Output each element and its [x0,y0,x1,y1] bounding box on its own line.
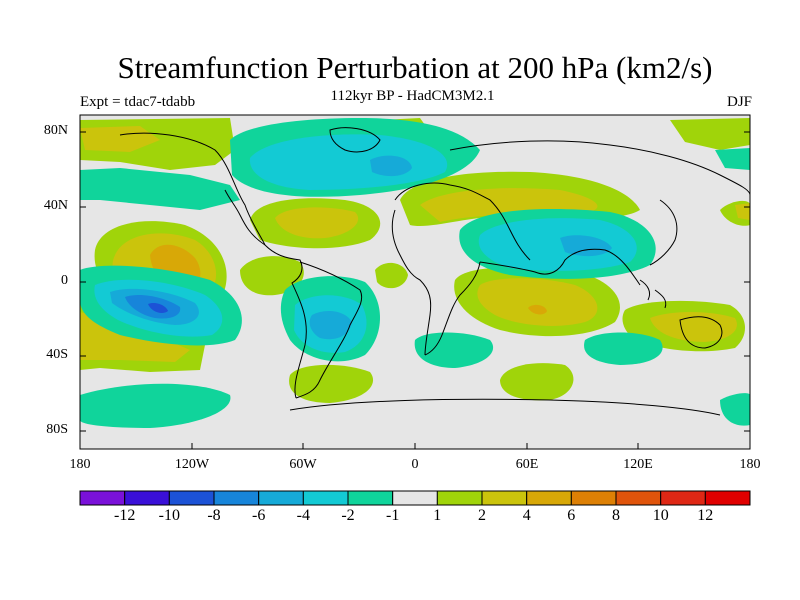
contour-neg-south-atlantic [414,332,494,368]
lat-ticks [80,131,750,432]
experiment-label: Expt = tdac7-tdabb [80,94,196,110]
contour-neg-southern-indian [584,332,663,365]
colorbar-box-3 [168,490,215,506]
coastlines [119,127,750,416]
colorbar-label: -2 [341,507,355,524]
streamfunction-contours [80,118,750,428]
colorbar-label: -6 [252,507,266,524]
colorbar-box-10 [481,490,528,506]
lat-label-40s: 40S [46,347,68,362]
colorbar-label: 8 [612,507,620,524]
lon-label-120w: 120W [174,457,210,472]
lat-label-80s: 80S [46,422,68,437]
lon-label-180e: 180 [739,457,761,472]
lat-label-40n: 40N [43,198,68,213]
colorbar-label: -4 [296,507,310,524]
lat-label-80n: 80N [43,123,68,138]
lon-label-0: 0 [411,457,419,472]
colorbar-label: -1 [386,507,400,524]
colorbar-box-8 [392,490,438,506]
colorbar-label: 10 [652,507,669,524]
contour-pos-southern-indian [500,363,574,401]
colorbar-box-4 [213,490,260,506]
chart-title: Streamfunction Perturbation at 200 hPa (… [117,50,713,85]
colorbar-box-15 [704,490,751,506]
contour-pos-southern-atlantic [289,364,374,403]
lon-label-180w: 180 [69,457,91,472]
colorbar-label: -10 [158,507,180,524]
colorbar-box-1 [79,490,126,506]
lon-label-60w: 60W [289,457,317,472]
colorbar-box-13 [615,490,662,506]
colorbar-box-7 [347,490,394,506]
colorbar [79,490,751,506]
contour-neg-northeast-pacific [80,168,240,210]
colorbar-box-2 [124,490,170,506]
colorbar-box-12 [570,490,617,506]
colorbar-label: 2 [478,507,486,524]
contour-pos-arctic-east [670,118,750,150]
contour-pos-atlantic-tropics [240,256,304,296]
colorbar-box-6 [302,490,349,506]
colorbar-label: -12 [114,507,136,524]
colorbar-box-5 [258,490,304,506]
lon-label-120e: 120E [623,457,653,472]
colorbar-label: 6 [567,507,576,524]
colorbar-label: 12 [697,507,714,524]
colorbar-box-9 [436,490,483,506]
colorbar-box-11 [526,490,572,506]
contour-neg-southern-ocean [80,383,231,428]
colorbar-box-14 [660,490,706,506]
lat-label-0: 0 [61,273,68,288]
lon-label-60e: 60E [515,457,539,472]
colorbar-label: 1 [433,507,442,524]
colorbar-label: -8 [207,507,221,524]
lon-ticks [79,443,751,449]
season-label: DJF [726,94,752,110]
chart-subtitle: 112kyr BP - HadCM3M2.1 [330,88,495,104]
colorbar-label: 4 [522,507,531,524]
